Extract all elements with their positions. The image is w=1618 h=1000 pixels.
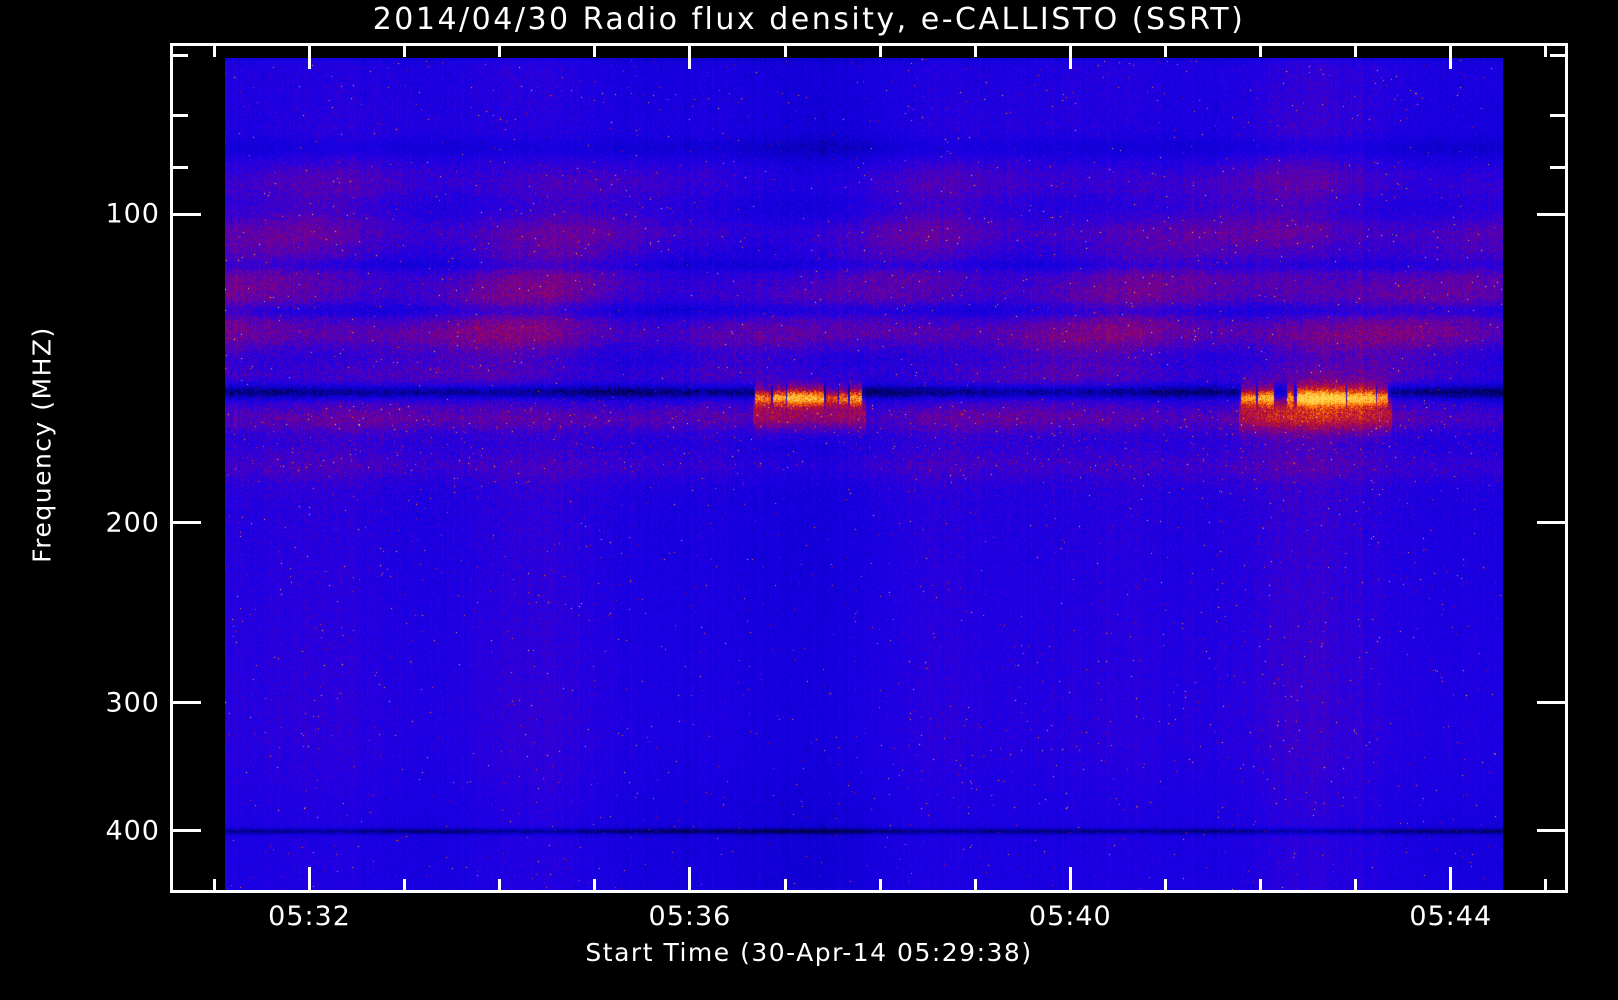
x-tick-major: [1068, 867, 1072, 893]
x-tick-minor: [1259, 879, 1263, 893]
x-tick-minor-top: [498, 43, 502, 57]
y-tick-label: 200: [105, 507, 160, 539]
page-title: 2014/04/30 Radio flux density, e-CALLIST…: [372, 2, 1246, 37]
y-tick-minor-right: [1550, 113, 1568, 117]
y-tick-label: 400: [105, 815, 160, 847]
x-tick-major: [1449, 867, 1453, 893]
y-tick-minor: [170, 54, 188, 58]
x-tick-major-top: [688, 43, 692, 69]
y-tick-major: [170, 212, 201, 216]
x-tick-minor: [498, 879, 502, 893]
y-tick-minor: [170, 166, 188, 170]
y-tick-label: 100: [105, 198, 160, 230]
x-tick-major-top: [1449, 43, 1453, 69]
x-tick-minor: [593, 879, 597, 893]
y-tick-major-right: [1537, 212, 1568, 216]
y-tick-minor-right: [1550, 166, 1568, 170]
y-tick-major: [170, 521, 201, 525]
x-tick-minor: [1163, 879, 1167, 893]
x-tick-minor-top: [783, 43, 787, 57]
x-tick-minor: [878, 879, 882, 893]
x-tick-label: 05:36: [648, 901, 732, 932]
spectrogram-image: [225, 58, 1503, 890]
y-tick-major-right: [1537, 701, 1568, 705]
x-tick-minor: [403, 879, 407, 893]
y-tick-minor-right: [1550, 54, 1568, 58]
x-tick-minor-top: [878, 43, 882, 57]
y-tick-minor: [170, 113, 188, 117]
axis-frame: [170, 43, 1568, 893]
x-tick-minor-top: [593, 43, 597, 57]
x-axis-label: Start Time (30-Apr-14 05:29:38): [585, 938, 1033, 967]
y-axis-label: Frequency (MHZ): [27, 326, 57, 563]
x-tick-label: 05:40: [1028, 901, 1112, 932]
x-tick-major: [688, 867, 692, 893]
x-tick-minor: [212, 879, 216, 893]
spectrogram-canvas: [225, 58, 1503, 890]
y-tick-label: 300: [105, 687, 160, 719]
x-tick-minor-top: [1259, 43, 1263, 57]
x-tick-minor: [1544, 879, 1548, 893]
x-tick-minor-top: [1544, 43, 1548, 57]
x-tick-major-top: [1068, 43, 1072, 69]
y-tick-major-right: [1537, 829, 1568, 833]
x-tick-label: 05:32: [268, 901, 351, 932]
y-tick-major-right: [1537, 521, 1568, 525]
x-tick-minor-top: [212, 43, 216, 57]
x-tick-minor-top: [1163, 43, 1167, 57]
x-tick-label: 05:44: [1409, 901, 1493, 932]
x-tick-minor: [973, 879, 977, 893]
x-tick-minor: [783, 879, 787, 893]
x-tick-major: [308, 867, 311, 893]
y-tick-major: [170, 829, 201, 833]
x-tick-major-top: [308, 43, 311, 69]
y-tick-major: [170, 701, 201, 705]
x-tick-minor: [1354, 879, 1358, 893]
x-tick-minor-top: [973, 43, 977, 57]
x-tick-minor-top: [1354, 43, 1358, 57]
x-tick-minor-top: [403, 43, 407, 57]
